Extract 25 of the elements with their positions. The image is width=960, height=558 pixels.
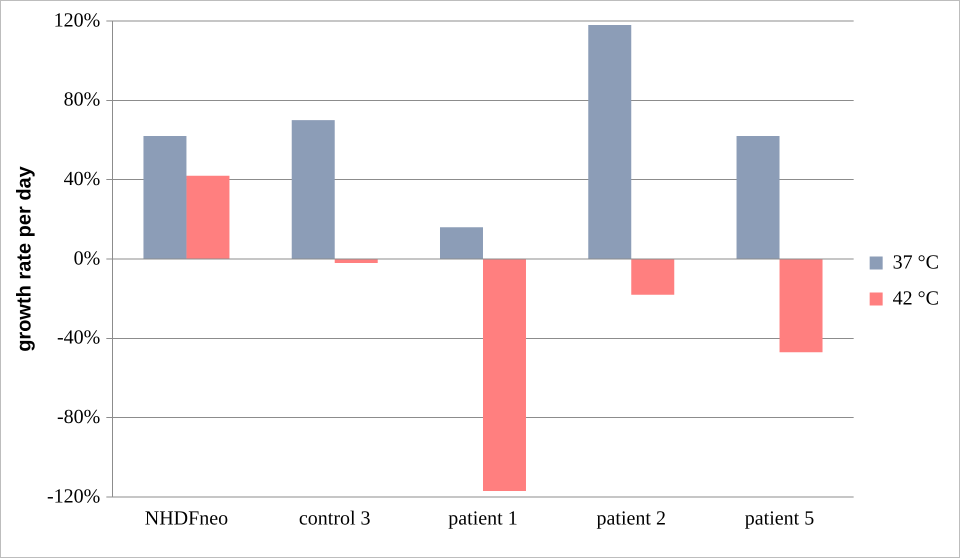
y-tick-label: -120%	[46, 485, 100, 508]
bar	[736, 136, 780, 258]
bar	[482, 260, 526, 492]
bar	[292, 120, 335, 258]
bar	[334, 260, 378, 263]
x-tick-label: control 3	[298, 507, 371, 530]
y-tick-label: 80%	[64, 88, 100, 111]
bar	[143, 136, 186, 258]
y-tick-label: 120%	[54, 9, 100, 32]
x-tick-label: NHDFneo	[144, 507, 228, 530]
legend-label: 42 °C	[892, 287, 940, 310]
y-tick-label: 0%	[74, 247, 100, 270]
y-tick-label: -80%	[56, 406, 100, 428]
bar	[780, 260, 823, 352]
bar	[186, 176, 230, 258]
bar	[588, 24, 632, 258]
x-tick-label: patient 1	[448, 507, 518, 530]
x-tick-label: patient 2	[596, 507, 666, 530]
legend-label: 37 °C	[892, 251, 940, 274]
bar	[440, 227, 483, 258]
x-tick-label: patient 5	[744, 507, 814, 530]
y-axis-title: growth rate per day	[14, 165, 36, 352]
y-tick-label: -40%	[56, 326, 100, 349]
y-tick-label: 40%	[64, 168, 100, 190]
bar	[631, 260, 674, 295]
